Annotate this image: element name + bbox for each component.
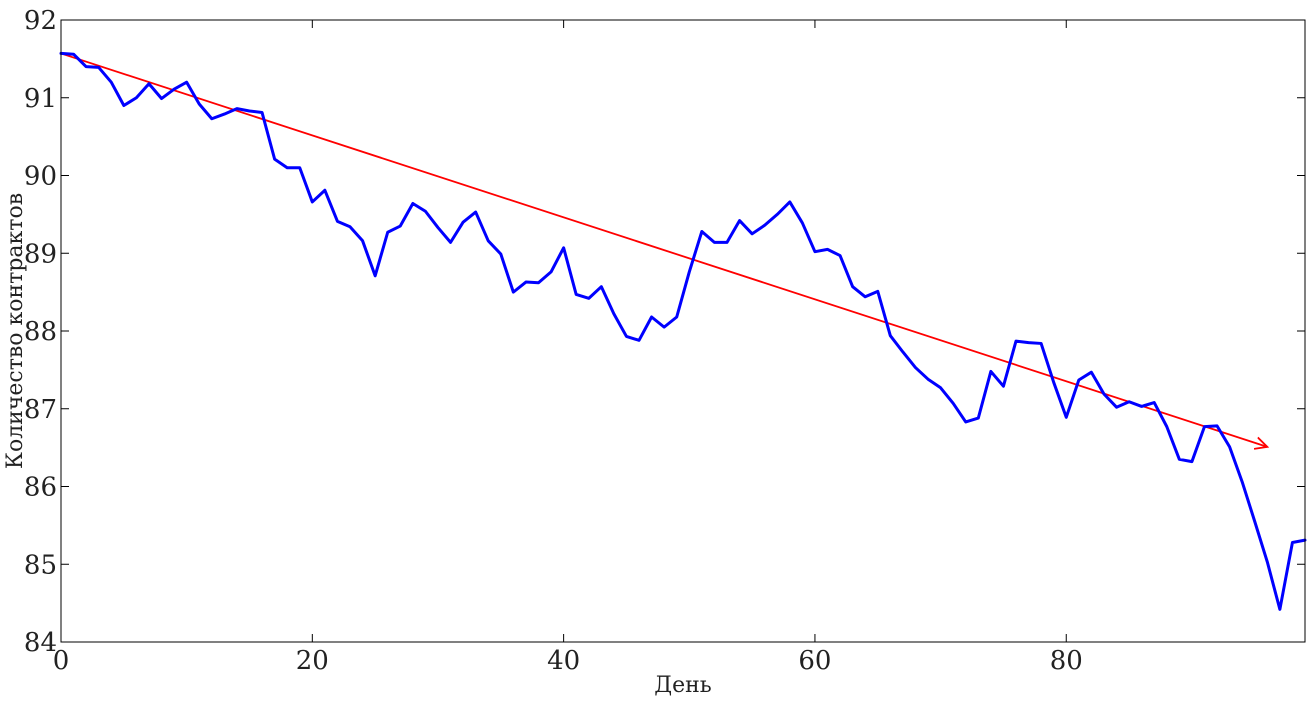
y-tick-label: 88 xyxy=(24,317,57,347)
x-axis-label: День xyxy=(654,673,712,698)
trend-arrow xyxy=(60,52,1267,446)
y-tick-label: 85 xyxy=(24,550,57,580)
x-tick-label: 60 xyxy=(798,646,831,676)
x-ticks: 0 20 40 60 80 xyxy=(53,20,1083,676)
y-axis-label: Количество контрактов xyxy=(3,193,28,469)
axes-frame xyxy=(60,19,1306,643)
series-line-0 xyxy=(59,51,1307,611)
y-tick-label: 84 xyxy=(24,628,57,658)
y-tick-label: 92 xyxy=(24,6,57,36)
x-tick-label: 80 xyxy=(1050,646,1083,676)
y-ticks: 84 85 86 87 88 89 90 91 92 xyxy=(24,6,1305,658)
y-tick-label: 87 xyxy=(24,395,57,425)
y-tick-label: 91 xyxy=(24,84,57,114)
plot-area xyxy=(59,51,1307,611)
y-tick-label: 86 xyxy=(24,473,57,503)
x-tick-label: 20 xyxy=(296,646,329,676)
x-tick-label: 40 xyxy=(547,646,580,676)
x-tick-label: 0 xyxy=(53,646,70,676)
y-tick-label: 89 xyxy=(24,239,57,269)
y-tick-label: 90 xyxy=(24,162,57,192)
